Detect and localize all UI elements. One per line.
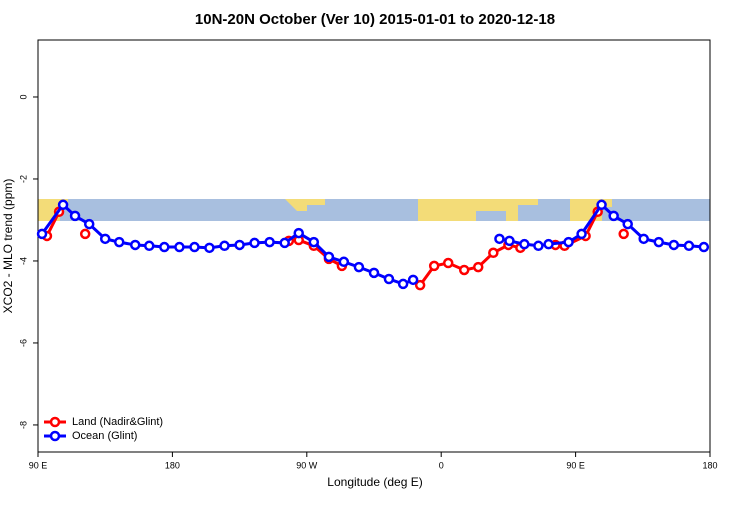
y-tick-label: -4	[18, 257, 28, 265]
data-point	[653, 236, 665, 248]
data-point	[323, 251, 335, 263]
data-point	[189, 241, 200, 253]
data-point	[338, 256, 350, 268]
data-point	[683, 240, 695, 252]
data-point	[622, 218, 633, 230]
data-point	[618, 228, 629, 240]
data-point	[159, 241, 170, 253]
data-point	[638, 233, 649, 245]
x-tick-label: 0	[439, 460, 444, 470]
data-point	[234, 239, 245, 251]
y-axis-label: XCO2 - MLO trend (ppm)	[1, 179, 15, 314]
data-point	[249, 237, 260, 249]
data-point	[308, 236, 320, 248]
data-point	[563, 236, 574, 248]
map-band	[38, 199, 710, 221]
data-point	[504, 235, 515, 247]
data-point	[219, 240, 230, 252]
x-tick-label: 90 W	[296, 460, 318, 470]
data-point	[472, 261, 484, 273]
x-tick-label: 180	[165, 460, 180, 470]
y-tick-label: 0	[18, 94, 28, 99]
data-point	[442, 257, 454, 269]
legend-label: Land (Nadir&Glint)	[72, 416, 163, 428]
data-point	[293, 227, 304, 239]
data-point	[279, 237, 290, 249]
data-point	[668, 239, 680, 251]
x-tick-label: 90 E	[29, 460, 48, 470]
data-point	[543, 238, 554, 250]
y-tick-label: -2	[18, 175, 28, 183]
data-point	[698, 241, 710, 253]
data-point	[83, 218, 95, 230]
data-point	[99, 233, 111, 245]
data-point	[488, 247, 499, 259]
data-point	[428, 260, 440, 272]
data-point	[144, 240, 155, 252]
data-point	[353, 261, 365, 273]
y-tick-label: -8	[18, 421, 28, 429]
data-point	[174, 241, 185, 253]
data-point	[576, 228, 587, 240]
legend-marker	[49, 416, 61, 428]
data-point	[494, 233, 505, 245]
legend-marker	[49, 430, 61, 442]
chart-title: 10N-20N October (Ver 10) 2015-01-01 to 2…	[195, 11, 555, 28]
data-point	[264, 236, 275, 248]
data-point	[608, 210, 619, 222]
data-point	[79, 228, 91, 240]
x-tick-label: 180	[702, 460, 717, 470]
data-point	[397, 278, 409, 290]
data-point	[519, 238, 530, 250]
plot-frame	[37, 39, 711, 453]
data-point	[383, 273, 395, 285]
data-point	[129, 239, 141, 251]
x-axis-label: Longitude (deg E)	[327, 475, 422, 489]
legend-label: Ocean (Glint)	[72, 430, 137, 442]
data-point	[414, 279, 426, 291]
data-point	[69, 210, 81, 222]
data-point	[204, 242, 215, 254]
data-point	[596, 199, 607, 211]
data-point	[533, 240, 544, 252]
data-point	[407, 274, 419, 286]
y-tick-label: -6	[18, 339, 28, 347]
x-tick-label: 90 E	[566, 460, 585, 470]
data-point	[368, 267, 380, 279]
data-point	[36, 228, 48, 240]
data-point	[113, 236, 125, 248]
data-point	[57, 199, 69, 211]
data-point	[458, 264, 470, 276]
